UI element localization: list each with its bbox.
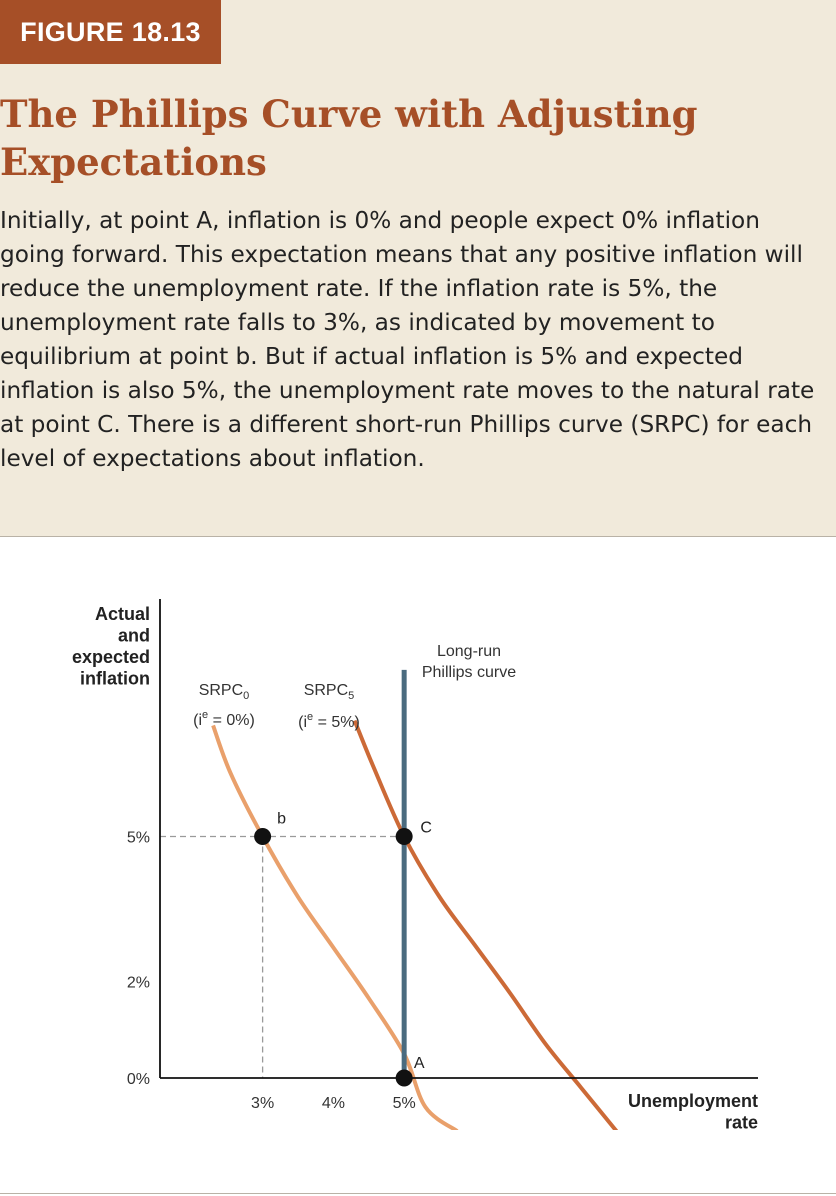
equilibrium-points [254,828,413,1087]
phillips-curve-chart: b C A 0% 2% 5% 3% 4% 5% Actualandexpectedinflatio… [72,599,758,1133]
x-axis-title-line: rate [725,1113,758,1133]
y-tick-label: 0% [127,1071,150,1088]
srpc5-expectation-label: (ie = 5%) [298,711,360,731]
point-a-label: A [414,1055,425,1072]
point-a [395,1069,413,1087]
axes [159,599,758,1079]
y-tick-label: 5% [127,830,150,847]
chart-labels: b C A 0% 2% 5% 3% 4% 5% Actualandexpectedinflatio… [72,604,758,1133]
point-c [395,828,413,845]
srpc5-curve [352,719,619,1130]
bottom-rule [0,1193,836,1194]
dashed-guide-lines [160,835,405,1078]
point-b-label: b [277,811,286,828]
srpc0-expectation-label: (ie = 0%) [193,709,255,729]
srpc0-label: SRPC0 [199,682,250,702]
srpc5-label: SRPC5 [304,682,355,702]
srpc0-curve [211,724,459,1130]
point-c-label: C [420,820,432,837]
y-axis-title-line: inflation [80,669,150,689]
y-axis-title-line: expected [72,647,150,667]
long-run-phillips-label-line: Long-run [437,643,501,660]
x-tick-label: 3% [251,1095,274,1112]
curves [211,669,619,1130]
x-tick-label: 5% [393,1095,416,1112]
y-tick-label: 2% [127,974,150,991]
long-run-phillips-label-line: Phillips curve [422,664,516,681]
y-axis-title-line: and [118,626,150,646]
figure-caption: Initially, at point A, inflation is 0% a… [0,207,815,472]
figure-header-panel: FIGURE 18.13 The Phillips Curve with Adj… [0,0,836,537]
figure-number-badge: FIGURE 18.13 [0,0,221,64]
figure-title: The Phillips Curve with Adjusting Expect… [0,92,698,184]
point-b [254,828,272,845]
x-tick-label: 4% [322,1095,345,1112]
y-axis-title-line: Actual [95,604,150,624]
x-axis-title-line: Unemployment [628,1091,758,1111]
